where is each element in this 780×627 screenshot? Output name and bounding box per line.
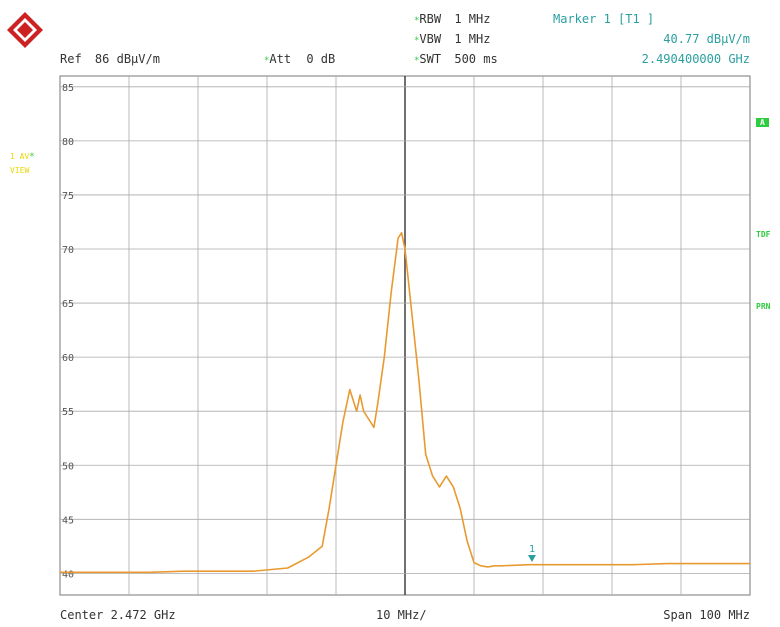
rohde-schwarz-logo [7, 12, 43, 48]
trace-label: 1 AV* [10, 152, 35, 162]
attenuation: *Att 0 dB [264, 52, 336, 66]
rbw: *RBW 1 MHz [414, 12, 491, 26]
span: Span 100 MHz [663, 608, 750, 622]
trace-mode: VIEW [10, 166, 30, 175]
swt-label: SWT [419, 52, 442, 66]
indicator-tdf: TDF [756, 230, 771, 239]
y-tick-label: 40 [62, 569, 74, 580]
rbw-value: 1 MHz [454, 12, 491, 26]
y-tick-label: 60 [62, 353, 74, 364]
vbw-value: 1 MHz [454, 32, 491, 46]
vbw-label: VBW [419, 32, 442, 46]
marker-1-label: 1 [529, 544, 535, 555]
ref-value: 86 dBµV/m [94, 52, 160, 66]
indicator-prn: PRN [756, 302, 771, 311]
swt-value: 500 ms [454, 52, 498, 66]
y-tick-label: 50 [62, 461, 74, 472]
marker-freq: 2.490400000 GHz [641, 52, 750, 66]
marker-title: Marker 1 [T1 ] [553, 12, 655, 26]
rbw-label: RBW [419, 12, 442, 26]
y-tick-label: 80 [62, 137, 74, 148]
marker-1-triangle [527, 555, 536, 563]
y-tick-label: 75 [62, 191, 74, 202]
y-tick-label: 85 [62, 83, 74, 94]
y-tick-label: 65 [62, 299, 74, 310]
center-frequency: Center 2.472 GHz [60, 608, 176, 622]
att-label: Att [269, 52, 292, 66]
att-value: 0 dB [306, 52, 336, 66]
trace-line [60, 232, 750, 574]
span-per-division: 10 MHz/ [376, 608, 427, 622]
y-tick-label: 70 [62, 245, 74, 256]
trace-label-text: 1 AV [10, 152, 30, 161]
ref-level: Ref 86 dBµV/m [60, 52, 160, 66]
swt: *SWT 500 ms [414, 52, 498, 66]
y-tick-label: 45 [62, 515, 74, 526]
y-tick-label: 55 [62, 407, 74, 418]
vbw: *VBW 1 MHz [414, 32, 491, 46]
marker-level: 40.77 dBµV/m [663, 32, 750, 46]
ref-label: Ref [60, 52, 82, 66]
indicator-a: A [756, 118, 769, 127]
